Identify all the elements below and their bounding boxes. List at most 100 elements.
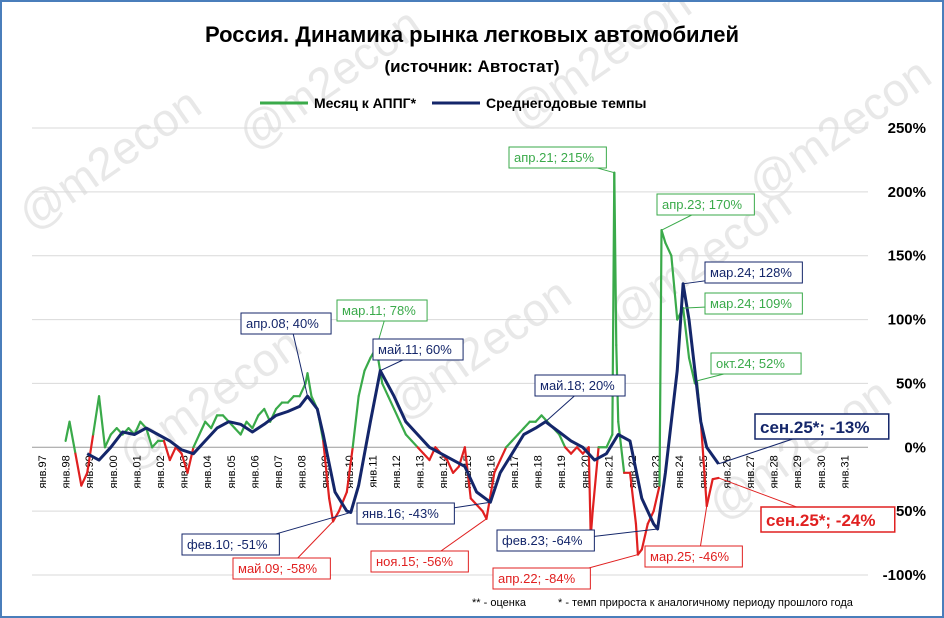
y-tick-label: 200% <box>888 184 926 201</box>
y-tick-label: 150% <box>888 248 926 265</box>
monthly-segment <box>97 395 107 449</box>
annotation-label: окт.24; 52% <box>716 356 785 371</box>
monthly-segment <box>210 414 219 430</box>
monthly-segment <box>687 356 697 385</box>
annotation-box <box>704 261 803 284</box>
monthly-segment <box>363 356 372 372</box>
x-tick-label: янв.98 <box>61 455 73 488</box>
x-tick-label: янв.06 <box>249 455 261 488</box>
watermark-text: @m2econ <box>8 77 210 240</box>
x-tick-label: янв.30 <box>816 455 828 488</box>
monthly-segment <box>505 439 514 449</box>
annotation-label: фев.23; -64% <box>502 533 583 548</box>
monthly-segment <box>174 446 183 455</box>
x-tick-label: янв.17 <box>509 455 521 488</box>
x-axis-ticks: янв.97 янв.98 янв.99 янв.00 янв.01 янв.02 янв.… <box>37 455 851 488</box>
x-tick-label: янв.12 <box>391 455 403 488</box>
annotation-label: апр.21; 215% <box>514 150 594 165</box>
monthly-segment <box>251 414 260 430</box>
monthly-segment <box>168 446 177 462</box>
x-tick-label: янв.97 <box>37 455 49 488</box>
monthly-segment <box>705 478 714 508</box>
annotation-callout: мар.24; 128% <box>683 261 803 285</box>
annotation-callout: апр.22; -84% <box>492 554 639 590</box>
annotation-label: ноя.15; -56% <box>376 554 454 569</box>
x-tick-label: янв.07 <box>273 455 285 488</box>
series-monthly <box>64 171 720 556</box>
annotation-box <box>232 557 331 580</box>
annotation-callout: мар.11; 78% <box>336 299 428 348</box>
monthly-segment <box>617 420 626 474</box>
monthly-segment <box>151 439 160 449</box>
monthly-segment <box>162 439 171 462</box>
monthly-segment <box>351 395 360 449</box>
y-tick-label: -50% <box>891 503 926 520</box>
x-tick-label: янв.31 <box>839 455 851 488</box>
annotation-box <box>240 312 332 335</box>
chart-title: Россия. Динамика рынка легковых автомоби… <box>205 22 739 47</box>
monthly-segment <box>64 420 71 442</box>
x-tick-label: янв.01 <box>131 455 143 488</box>
monthly-segment <box>80 471 89 487</box>
annotation-callout: фев.10; -51% <box>181 511 351 556</box>
x-tick-label: янв.04 <box>202 455 214 488</box>
annotation-callout: мар.25; -46% <box>644 505 743 568</box>
monthly-segment <box>522 420 531 430</box>
annotation-box <box>370 550 469 573</box>
x-tick-label: янв.99 <box>84 455 96 488</box>
monthly-segment <box>682 306 691 359</box>
annotation-callout: янв.16; -43% <box>356 501 491 525</box>
annotation-callout: май.11; 60% <box>372 338 464 372</box>
annotation-callout: мар.24; 109% <box>683 292 803 315</box>
monthly-segment <box>109 427 118 436</box>
annotation-box <box>181 533 280 556</box>
annotation-box <box>508 146 607 169</box>
annotation-label: май.18; 20% <box>540 378 615 393</box>
monthly-segment <box>660 229 667 245</box>
annotation-box <box>356 502 455 525</box>
monthly-segment <box>74 452 83 487</box>
x-tick-label: янв.14 <box>438 455 450 488</box>
y-axis-ticks: -100% -50% 0% 50% 100% 150% 200% 250% <box>883 120 926 584</box>
footnote-yoy: * - темп прироста к аналогичному периоду… <box>558 597 854 609</box>
annotation-box <box>760 506 896 533</box>
annotation-callout: сен.25*; -24% <box>718 477 896 533</box>
monthly-segment <box>652 484 661 513</box>
monthly-segment <box>233 427 242 436</box>
monthly-segment <box>575 446 584 455</box>
series-annual <box>86 282 720 531</box>
annotation-label: сен.25*; -24% <box>766 511 876 530</box>
x-tick-label: янв.26 <box>721 455 733 488</box>
gridlines <box>32 127 868 576</box>
monthly-segment <box>274 401 284 411</box>
monthly-segment <box>699 420 708 508</box>
monthly-segment <box>192 433 201 449</box>
monthly-segment <box>239 420 248 436</box>
x-tick-label: янв.27 <box>745 455 757 488</box>
annotation-callout: май.18; 20% <box>534 374 626 423</box>
monthly-segment <box>286 395 295 404</box>
monthly-segment <box>569 446 579 455</box>
monthly-segment <box>534 414 543 423</box>
monthly-segment <box>245 420 254 430</box>
monthly-segment <box>381 382 390 398</box>
chart-subtitle: (источник: Автостат) <box>384 57 559 76</box>
monthly-segment <box>180 452 189 474</box>
monthly-segment <box>558 433 567 449</box>
annotation-label: мар.24; 109% <box>710 296 792 311</box>
annotation-label: мар.24; 128% <box>710 265 792 280</box>
x-tick-label: янв.28 <box>769 455 781 488</box>
x-tick-label: янв.05 <box>226 455 238 488</box>
annotation-label: май.09; -58% <box>238 561 318 576</box>
monthly-segment <box>485 471 496 520</box>
annotation-callout: май.09; -58% <box>232 521 334 580</box>
annotation-callout: ноя.15; -56% <box>370 518 487 573</box>
monthly-segment <box>564 446 573 455</box>
annotation-callout: фев.23; -64% <box>496 528 658 552</box>
monthly-segment <box>628 471 638 526</box>
annotation-box <box>534 374 626 397</box>
monthly-segment <box>103 433 112 449</box>
annotation-label: мар.11; 78% <box>342 303 416 318</box>
monthly-segment <box>410 439 419 449</box>
annotation-label: апр.08; 40% <box>246 316 319 331</box>
